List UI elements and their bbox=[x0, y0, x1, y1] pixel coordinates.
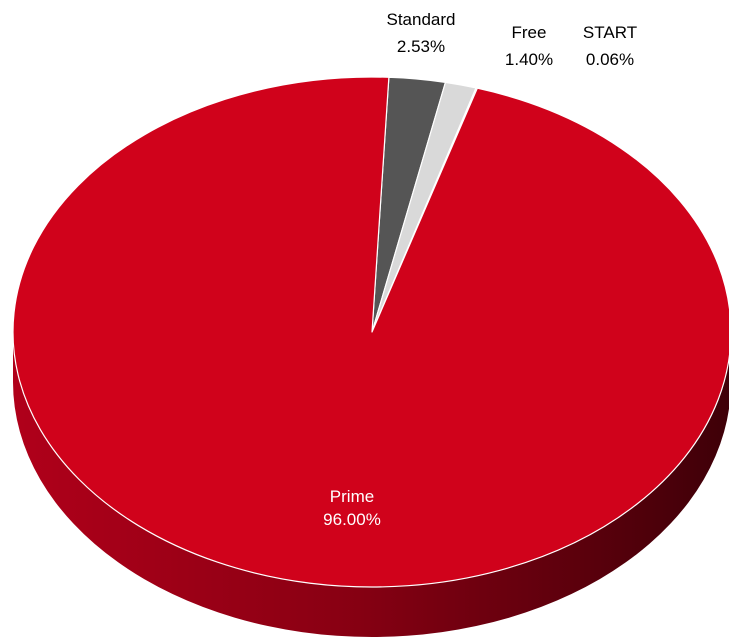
slice-value-start: 0.06% bbox=[586, 50, 634, 69]
slice-name-free: Free bbox=[512, 23, 547, 42]
slice-value-prime: 96.00% bbox=[323, 510, 381, 529]
pie-side-wall bbox=[13, 332, 729, 637]
slice-name-start: START bbox=[583, 23, 637, 42]
slice-name-standard: Standard bbox=[387, 10, 456, 29]
pie-slice-prime bbox=[12, 76, 729, 588]
pie-labels: Prime 96.00% Standard 2.53% Free 1.40% START 0.… bbox=[323, 10, 637, 529]
slice-name-prime: Prime bbox=[330, 487, 374, 506]
slice-value-free: 1.40% bbox=[505, 50, 553, 69]
pie-side-prime bbox=[13, 332, 729, 637]
pie-top-face bbox=[12, 76, 729, 588]
slice-value-standard: 2.53% bbox=[397, 37, 445, 56]
